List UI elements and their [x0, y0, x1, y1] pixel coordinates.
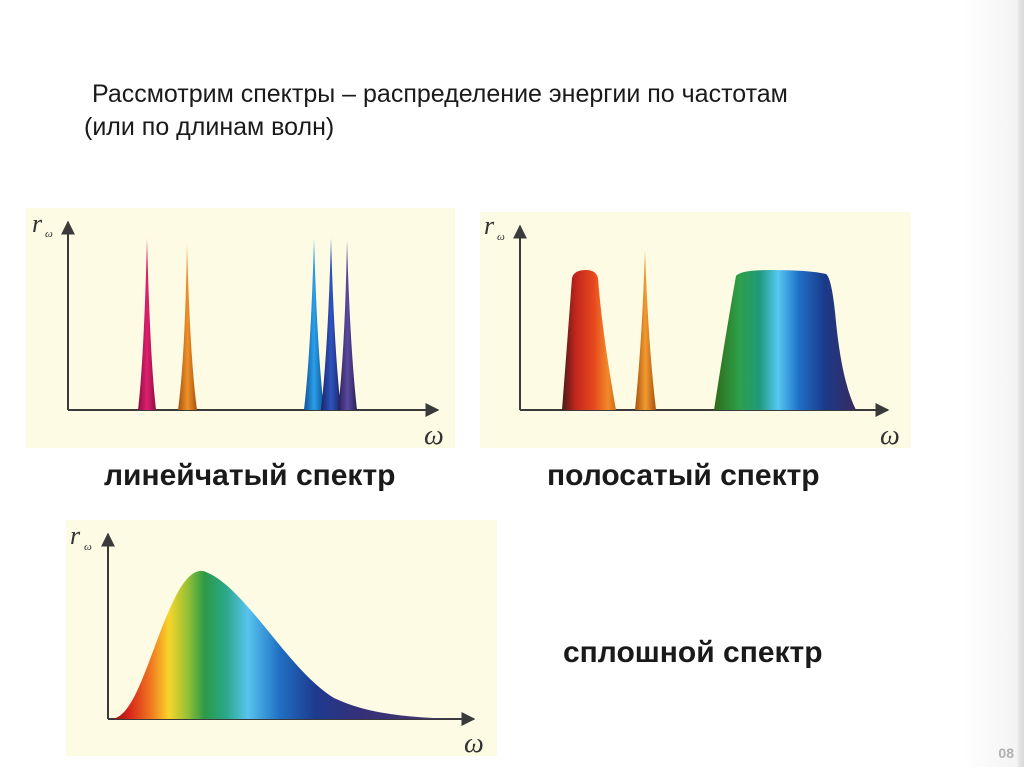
band-spectrum-diagram: r ω ω: [484, 212, 900, 448]
navy-emission-line: [321, 238, 341, 410]
line-spectrum-diagram: r ω ω: [32, 209, 444, 448]
page-number: 08: [998, 745, 1014, 761]
orange-spectral-line: [635, 250, 656, 410]
continuous-spectrum-panel: r ω ω: [66, 520, 497, 756]
line-spectrum-panel: r ω ω: [26, 208, 455, 448]
continuous-spectrum-diagram: r ω ω: [70, 521, 484, 756]
magenta-emission-line: [138, 238, 156, 410]
y-axis-subscript: ω: [84, 541, 92, 553]
y-axis-label: r: [484, 212, 495, 240]
y-axis-subscript: ω: [497, 231, 505, 243]
continuous-emission-curve: [112, 570, 466, 719]
red-absorption-band: [562, 270, 616, 410]
continuous-spectrum-caption: сплошной спектр: [563, 636, 823, 669]
heading-line-1: Рассмотрим спектры – распределение энерг…: [92, 80, 788, 108]
slide-heading: Рассмотрим спектры – распределение энерг…: [84, 78, 932, 144]
x-axis-label: ω: [424, 420, 444, 448]
band-spectrum-caption: полосатый спектр: [547, 459, 820, 492]
green-blue-band: [714, 270, 856, 410]
y-axis-subscript: ω: [45, 228, 53, 240]
line-spectrum-caption: линейчатый спектр: [104, 459, 396, 492]
x-axis-label: ω: [880, 420, 900, 448]
heading-line-2: (или по длинам волн): [84, 113, 335, 141]
band-spectrum-panel: r ω ω: [480, 212, 911, 448]
y-axis-label: r: [70, 521, 81, 550]
orange-emission-line: [178, 244, 197, 410]
y-axis-label: r: [32, 209, 43, 238]
blue-emission-line: [304, 238, 324, 410]
violet-emission-line: [338, 240, 357, 410]
x-axis-label: ω: [464, 728, 484, 756]
